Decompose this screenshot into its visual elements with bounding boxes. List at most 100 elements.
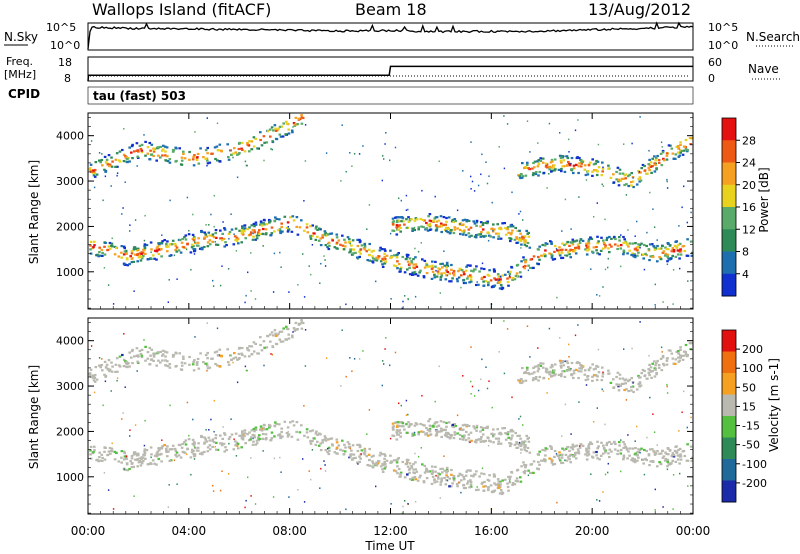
power-point: [132, 260, 135, 263]
power-noise-point: [439, 292, 441, 294]
velocity-point: [497, 480, 500, 483]
velocity-point: [272, 334, 275, 337]
velocity-noise-point: [503, 372, 506, 375]
power-point: [144, 154, 147, 157]
power-point: [537, 162, 541, 165]
velocity-point: [498, 492, 502, 495]
velocity-noise-point: [230, 418, 232, 420]
velocity-point: [560, 461, 563, 465]
velocity-point: [674, 460, 678, 463]
velocity-point: [251, 433, 255, 437]
power-point: [228, 231, 232, 234]
power-point: [638, 244, 642, 247]
velocity-noise-point: [470, 393, 472, 395]
velocity-point: [230, 358, 233, 361]
velocity-noise-point: [310, 478, 312, 481]
power-noise-point: [627, 229, 629, 231]
power-point: [143, 243, 147, 246]
velocity-noise-point: [400, 404, 402, 407]
power-point: [314, 227, 318, 230]
velocity-point: [585, 451, 589, 454]
velocity-point: [608, 456, 611, 459]
velocity-point: [482, 440, 486, 443]
velocity-point: [454, 424, 458, 428]
velocity-point: [265, 428, 269, 431]
velocity-point: [627, 450, 630, 453]
velocity-point: [679, 348, 682, 351]
power-noise-point: [564, 198, 567, 201]
power-point: [397, 225, 400, 228]
velocity-point: [566, 361, 570, 365]
velocity-point: [358, 443, 361, 446]
power-point: [252, 145, 256, 148]
velocity-point: [525, 434, 528, 437]
power-point: [557, 168, 561, 171]
velocity-point: [234, 356, 238, 359]
power-point: [464, 233, 468, 237]
velocity-point: [211, 439, 214, 442]
power-point: [395, 216, 398, 219]
power-noise-point: [590, 268, 592, 270]
velocity-point: [222, 442, 226, 445]
velocity-point: [104, 366, 108, 369]
power-point: [214, 157, 217, 161]
velocity-point: [157, 449, 161, 452]
velocity-point: [220, 355, 223, 358]
velocity-point: [542, 459, 545, 462]
power-noise-point: [327, 242, 329, 245]
power-point: [428, 213, 432, 216]
power-point: [183, 236, 186, 239]
velocity-point: [243, 432, 247, 435]
velocity-point: [479, 438, 483, 441]
power-point: [344, 241, 347, 244]
power-point: [178, 239, 182, 242]
velocity-point: [397, 430, 400, 433]
power-noise-point: [488, 175, 490, 177]
power-point: [627, 184, 630, 188]
velocity-point: [130, 466, 134, 469]
power-point: [443, 264, 446, 267]
velocity-point: [168, 448, 172, 451]
power-point: [425, 221, 428, 225]
velocity-noise-point: [143, 444, 146, 447]
velocity-point: [624, 382, 627, 385]
power-point: [599, 249, 603, 252]
velocity-point: [120, 450, 124, 453]
power-noise-point: [607, 266, 609, 269]
power-point: [609, 176, 613, 179]
velocity-point: [174, 449, 178, 452]
power-point: [559, 159, 563, 162]
velocity-point: [467, 437, 471, 440]
power-cbar-tick-label: 4: [742, 268, 749, 281]
power-noise-point: [522, 219, 524, 221]
power-point: [444, 278, 448, 281]
power-point: [101, 251, 104, 255]
power-point: [577, 247, 581, 250]
power-point: [391, 217, 395, 220]
power-point: [439, 276, 443, 279]
velocity-noise-point: [506, 328, 509, 330]
power-point: [456, 280, 459, 283]
velocity-point: [343, 443, 346, 446]
velocity-point: [532, 377, 535, 380]
velocity-point: [548, 457, 551, 460]
power-point: [226, 143, 229, 146]
power-point: [670, 250, 674, 253]
velocity-point: [196, 446, 200, 449]
velocity-point: [140, 348, 144, 351]
velocity-point: [526, 437, 529, 440]
power-point: [319, 237, 322, 240]
velocity-point: [153, 352, 156, 355]
velocity-point: [519, 443, 523, 446]
power-point: [200, 230, 203, 233]
velocity-point: [524, 465, 527, 468]
power-noise-point: [568, 138, 570, 141]
freq-series-line: [87, 65, 693, 82]
velocity-point: [591, 375, 594, 378]
power-point: [98, 246, 101, 249]
velocity-point: [440, 429, 443, 432]
power-point: [407, 216, 410, 219]
velocity-point: [435, 431, 439, 434]
velocity-point: [149, 354, 152, 357]
power-point: [126, 157, 129, 161]
